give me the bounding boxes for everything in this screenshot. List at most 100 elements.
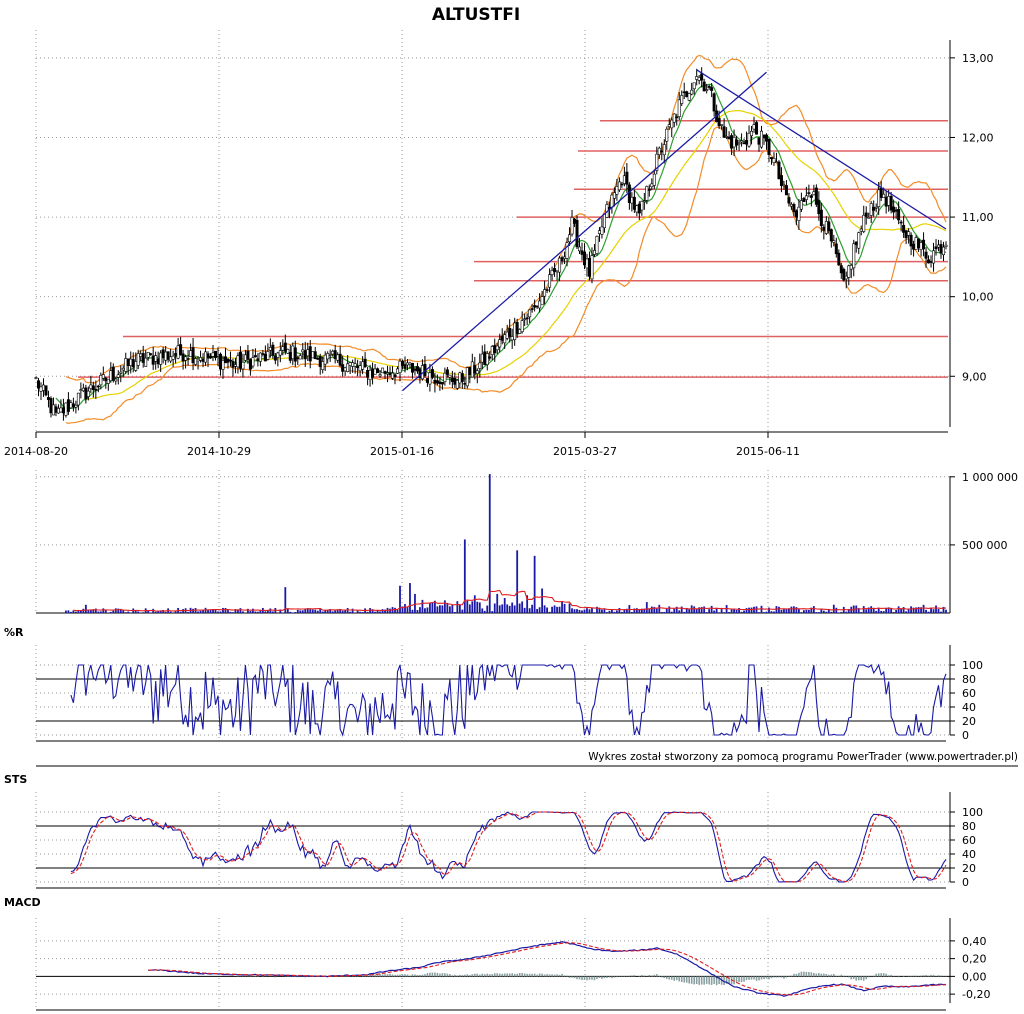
volume-bar [296, 609, 299, 613]
candle-body [34, 377, 38, 379]
volume-bar [763, 612, 765, 613]
macd-line [148, 940, 947, 997]
volume-bar [289, 611, 292, 613]
volume-bar [827, 608, 830, 613]
candle-body [879, 187, 883, 198]
macd-histogram-bar [867, 976, 870, 978]
macd-histogram-bar [877, 973, 880, 977]
volume-bar [237, 609, 239, 613]
macd-histogram-bar [446, 973, 449, 977]
candle-body [149, 353, 153, 355]
macd-histogram-bar [471, 974, 474, 977]
candle-body [79, 389, 83, 391]
volume-bar [780, 609, 783, 613]
candle-body [66, 399, 70, 412]
volume-bar [865, 609, 868, 613]
volume-bar [94, 608, 97, 613]
macd-histogram-bar [611, 976, 613, 979]
volume-bar [548, 611, 551, 613]
macd-histogram-bar [506, 973, 509, 977]
volume-bar [832, 604, 835, 613]
candle-body [595, 236, 599, 254]
macd-histogram-bar [768, 976, 770, 980]
volume-bar [461, 609, 464, 613]
volume-bar [124, 612, 127, 613]
volume-bar [758, 612, 760, 613]
macd-histogram-bar [461, 975, 464, 977]
volume-bar [576, 609, 578, 613]
volume-bar [409, 583, 411, 613]
candle-body [932, 250, 936, 264]
candle-body [939, 244, 943, 254]
volume-bar [207, 610, 209, 613]
macd-histogram-bar [556, 974, 558, 977]
macd-histogram-bar [508, 973, 511, 977]
candle-body [889, 196, 893, 211]
volume-bar [279, 609, 282, 613]
candle-body [74, 404, 78, 408]
volume-bar [942, 606, 945, 613]
candle-body [809, 195, 813, 198]
candle-body [405, 362, 409, 366]
volume-bar [680, 606, 683, 613]
volume-bar [394, 607, 396, 613]
volume-bar [217, 611, 219, 613]
candle-body [243, 354, 247, 361]
candle-body [154, 355, 158, 362]
candle-body [769, 157, 773, 159]
volume-bar [927, 611, 930, 613]
candle-body [767, 138, 771, 155]
volume-bar [513, 605, 516, 613]
macd-histogram-bar [384, 974, 386, 977]
osc-ytick-label: 80 [962, 673, 976, 686]
volume-bar [902, 607, 905, 613]
volume-bar [785, 609, 788, 613]
macd-histogram-bar [583, 976, 586, 980]
macd-histogram-bar [528, 973, 531, 977]
candle-body [854, 241, 858, 246]
volume-bar [232, 612, 234, 613]
candle-body [757, 137, 761, 145]
volume-bar [324, 609, 327, 613]
candle-body [366, 370, 370, 378]
candle-body [777, 161, 781, 180]
volume-bar [254, 611, 257, 613]
candle-body [323, 354, 327, 365]
candle-body [817, 200, 821, 215]
macd-histogram-bar [670, 976, 673, 980]
macd-histogram-bar [887, 975, 890, 977]
candle-body [787, 197, 791, 204]
candle-body [660, 150, 664, 153]
candle-body [737, 142, 741, 145]
macd-histogram-bar [536, 974, 538, 977]
candle-body [223, 356, 227, 364]
candle-body [458, 372, 462, 384]
candle-body [199, 357, 203, 361]
volume-bar [326, 610, 329, 613]
volume-bar [174, 611, 177, 613]
osc-ytick-label: 0 [962, 729, 969, 742]
volume-bar [867, 607, 870, 613]
macd-histogram-bar [753, 976, 755, 980]
volume-bar [453, 612, 456, 613]
volume-bar [351, 608, 354, 613]
macd-histogram-bar [875, 973, 877, 977]
volume-bar [608, 610, 611, 613]
volume-bar [528, 608, 531, 613]
candle-body [378, 374, 382, 377]
volume-bar [468, 604, 471, 613]
volume-bar [399, 585, 401, 613]
price-ytick-label: 12,00 [962, 131, 994, 144]
candle-body [184, 356, 188, 361]
candle-body [575, 220, 579, 248]
volume-bar [872, 607, 875, 613]
macd-histogram-bar [770, 976, 773, 979]
volume-bar [860, 612, 863, 613]
volume-bar [309, 609, 312, 613]
volume-bar [663, 611, 666, 613]
candle-body [717, 118, 721, 127]
candle-body [343, 367, 347, 372]
candle-body [553, 268, 557, 272]
candle-body [415, 366, 419, 372]
volume-bar [463, 539, 466, 613]
